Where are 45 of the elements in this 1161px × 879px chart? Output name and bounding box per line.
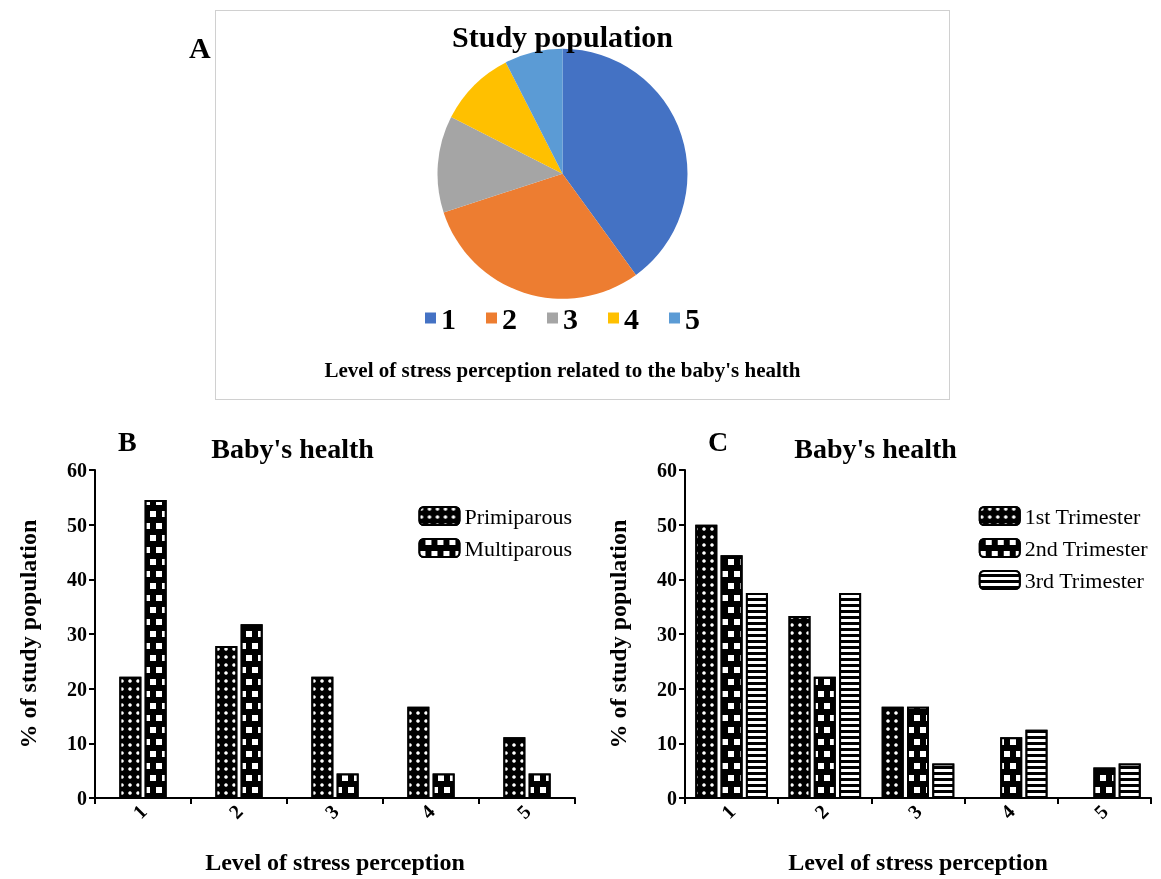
x-tick-label: 4: [996, 800, 1019, 823]
legend-label: 1: [441, 301, 456, 335]
legend-label: 5: [685, 301, 700, 335]
x-tick-label: 4: [416, 800, 439, 823]
x-tick-label: 3: [320, 800, 343, 823]
text: A: [189, 30, 211, 64]
legend-label: 3: [563, 301, 578, 335]
text: B: [118, 425, 137, 457]
chart-title: Study population: [452, 19, 674, 53]
x-axis-title: Level of stress perception: [205, 849, 465, 875]
x-tick-label: 3: [903, 800, 926, 823]
y-tick-label: 50: [657, 513, 677, 536]
y-tick-label: 20: [67, 677, 87, 700]
y-tick-label: 60: [657, 459, 677, 481]
legend-label: Multiparous: [464, 535, 573, 561]
x-tick-label: 2: [809, 800, 833, 823]
y-tick-label: 10: [657, 732, 677, 755]
y-tick-label: 0: [667, 787, 677, 809]
legend-label: 2: [502, 301, 517, 335]
x-axis-title: Level of stress perception: [788, 849, 1048, 875]
y-tick-label: 30: [657, 623, 677, 645]
y-tick-label: 0: [77, 787, 87, 809]
y-tick-label: 60: [67, 459, 87, 481]
legend-label: 3rd Trimester: [1024, 567, 1145, 593]
chart-title: Baby's health: [211, 432, 375, 464]
chart-title: Baby's health: [794, 432, 958, 464]
legend-label: 2nd Trimester: [1024, 535, 1149, 561]
x-tick-label: 5: [512, 800, 535, 823]
x-tick-label: 5: [1089, 800, 1113, 823]
x-tick-label: 2: [224, 800, 247, 823]
y-axis-title: % of study population: [15, 519, 41, 749]
y-tick-label: 50: [67, 513, 87, 536]
text: C: [708, 425, 729, 457]
y-tick-label: 40: [67, 568, 87, 591]
y-tick-label: 30: [67, 623, 87, 645]
y-tick-label: 40: [657, 568, 677, 591]
legend-label: 4: [624, 301, 639, 335]
x-tick-label: 1: [716, 800, 740, 823]
y-tick-label: 10: [67, 732, 87, 755]
legend-label: 1st Trimester: [1024, 503, 1141, 529]
y-tick-label: 20: [657, 677, 677, 700]
legend-label: Primiparous: [464, 503, 573, 529]
text: Level of stress perception related to the baby's health: [324, 357, 801, 382]
y-axis-title: % of study population: [605, 519, 631, 749]
x-tick-label: 1: [128, 800, 151, 823]
